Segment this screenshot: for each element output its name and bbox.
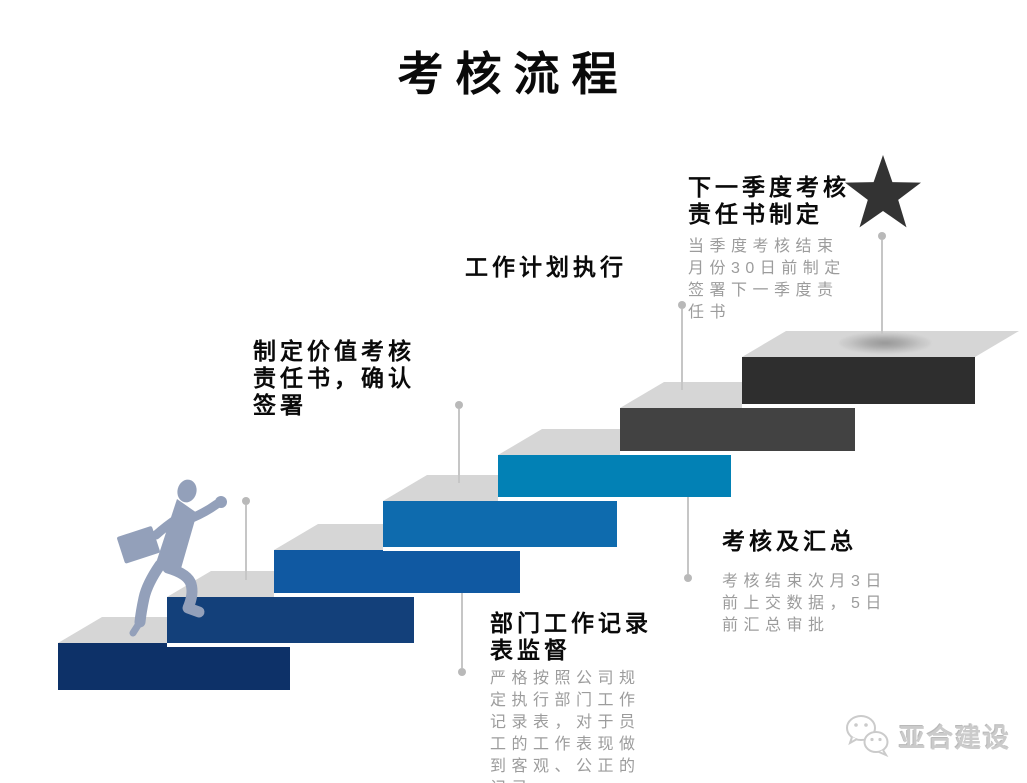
process-label-2: 工作计划执行 — [465, 254, 665, 281]
step-front-7 — [742, 357, 975, 408]
connector-dot — [678, 301, 686, 309]
businessman-icon — [117, 479, 227, 637]
step-front-4 — [383, 501, 617, 551]
connector-dot — [242, 497, 250, 505]
connector-label-1 — [242, 497, 250, 580]
star-icon — [845, 155, 921, 228]
label-title: 部门工作记录 表监督 — [490, 610, 652, 663]
process-label-1: 制定价值考核 责任书，确认 签署 — [253, 338, 443, 419]
connector-dot — [684, 574, 692, 582]
label-title: 工作计划执行 — [465, 254, 627, 280]
step-front-6 — [620, 408, 855, 455]
connector-label-3 — [678, 301, 686, 390]
label-title: 考核及汇总 — [722, 528, 857, 554]
connector-dot — [878, 232, 886, 240]
label-body: 当季度考核结束 月份30日前制定 签署下一季度责 任书 — [688, 238, 846, 321]
page-title: 考核流程 — [397, 48, 630, 100]
connector-label-4 — [684, 497, 692, 582]
label-title: 制定价值考核 责任书，确认 签署 — [253, 338, 415, 418]
connector-label-5 — [458, 593, 466, 676]
connector-dot — [455, 401, 463, 409]
step-front-2 — [167, 597, 414, 647]
star-shape — [845, 155, 921, 228]
step-front-1 — [58, 643, 290, 694]
connector-label-2 — [455, 401, 463, 483]
process-label-5: 部门工作记录 表监督 严格按照公司规 定执行部门工作 记录表，对于员 工的工作表… — [490, 610, 670, 783]
watermark: 亚合建设 — [843, 712, 1011, 760]
watermark-text: 亚合建设 — [899, 722, 1012, 753]
connector-star — [878, 232, 886, 335]
process-label-4: 考核及汇总 考核结束次月3日 前上交数据，5日 前汇总审批 — [722, 528, 912, 637]
step-front-5 — [498, 455, 731, 501]
label-body: 考核结束次月3日 前上交数据，5日 前汇总审批 — [722, 573, 887, 634]
label-body: 严格按照公司规 定执行部门工作 记录表，对于员 工的工作表现做 到客观、公正的 … — [490, 670, 641, 783]
process-label-3: 下一季度考核 责任书制定 当季度考核结束 月份30日前制定 签署下一季度责 任书 — [688, 174, 863, 324]
step-front-3 — [274, 550, 520, 597]
wechat-icon — [846, 715, 889, 758]
label-title: 下一季度考核 责任书制定 — [688, 174, 850, 227]
step-hole-marker — [839, 332, 931, 354]
connector-dot — [458, 668, 466, 676]
